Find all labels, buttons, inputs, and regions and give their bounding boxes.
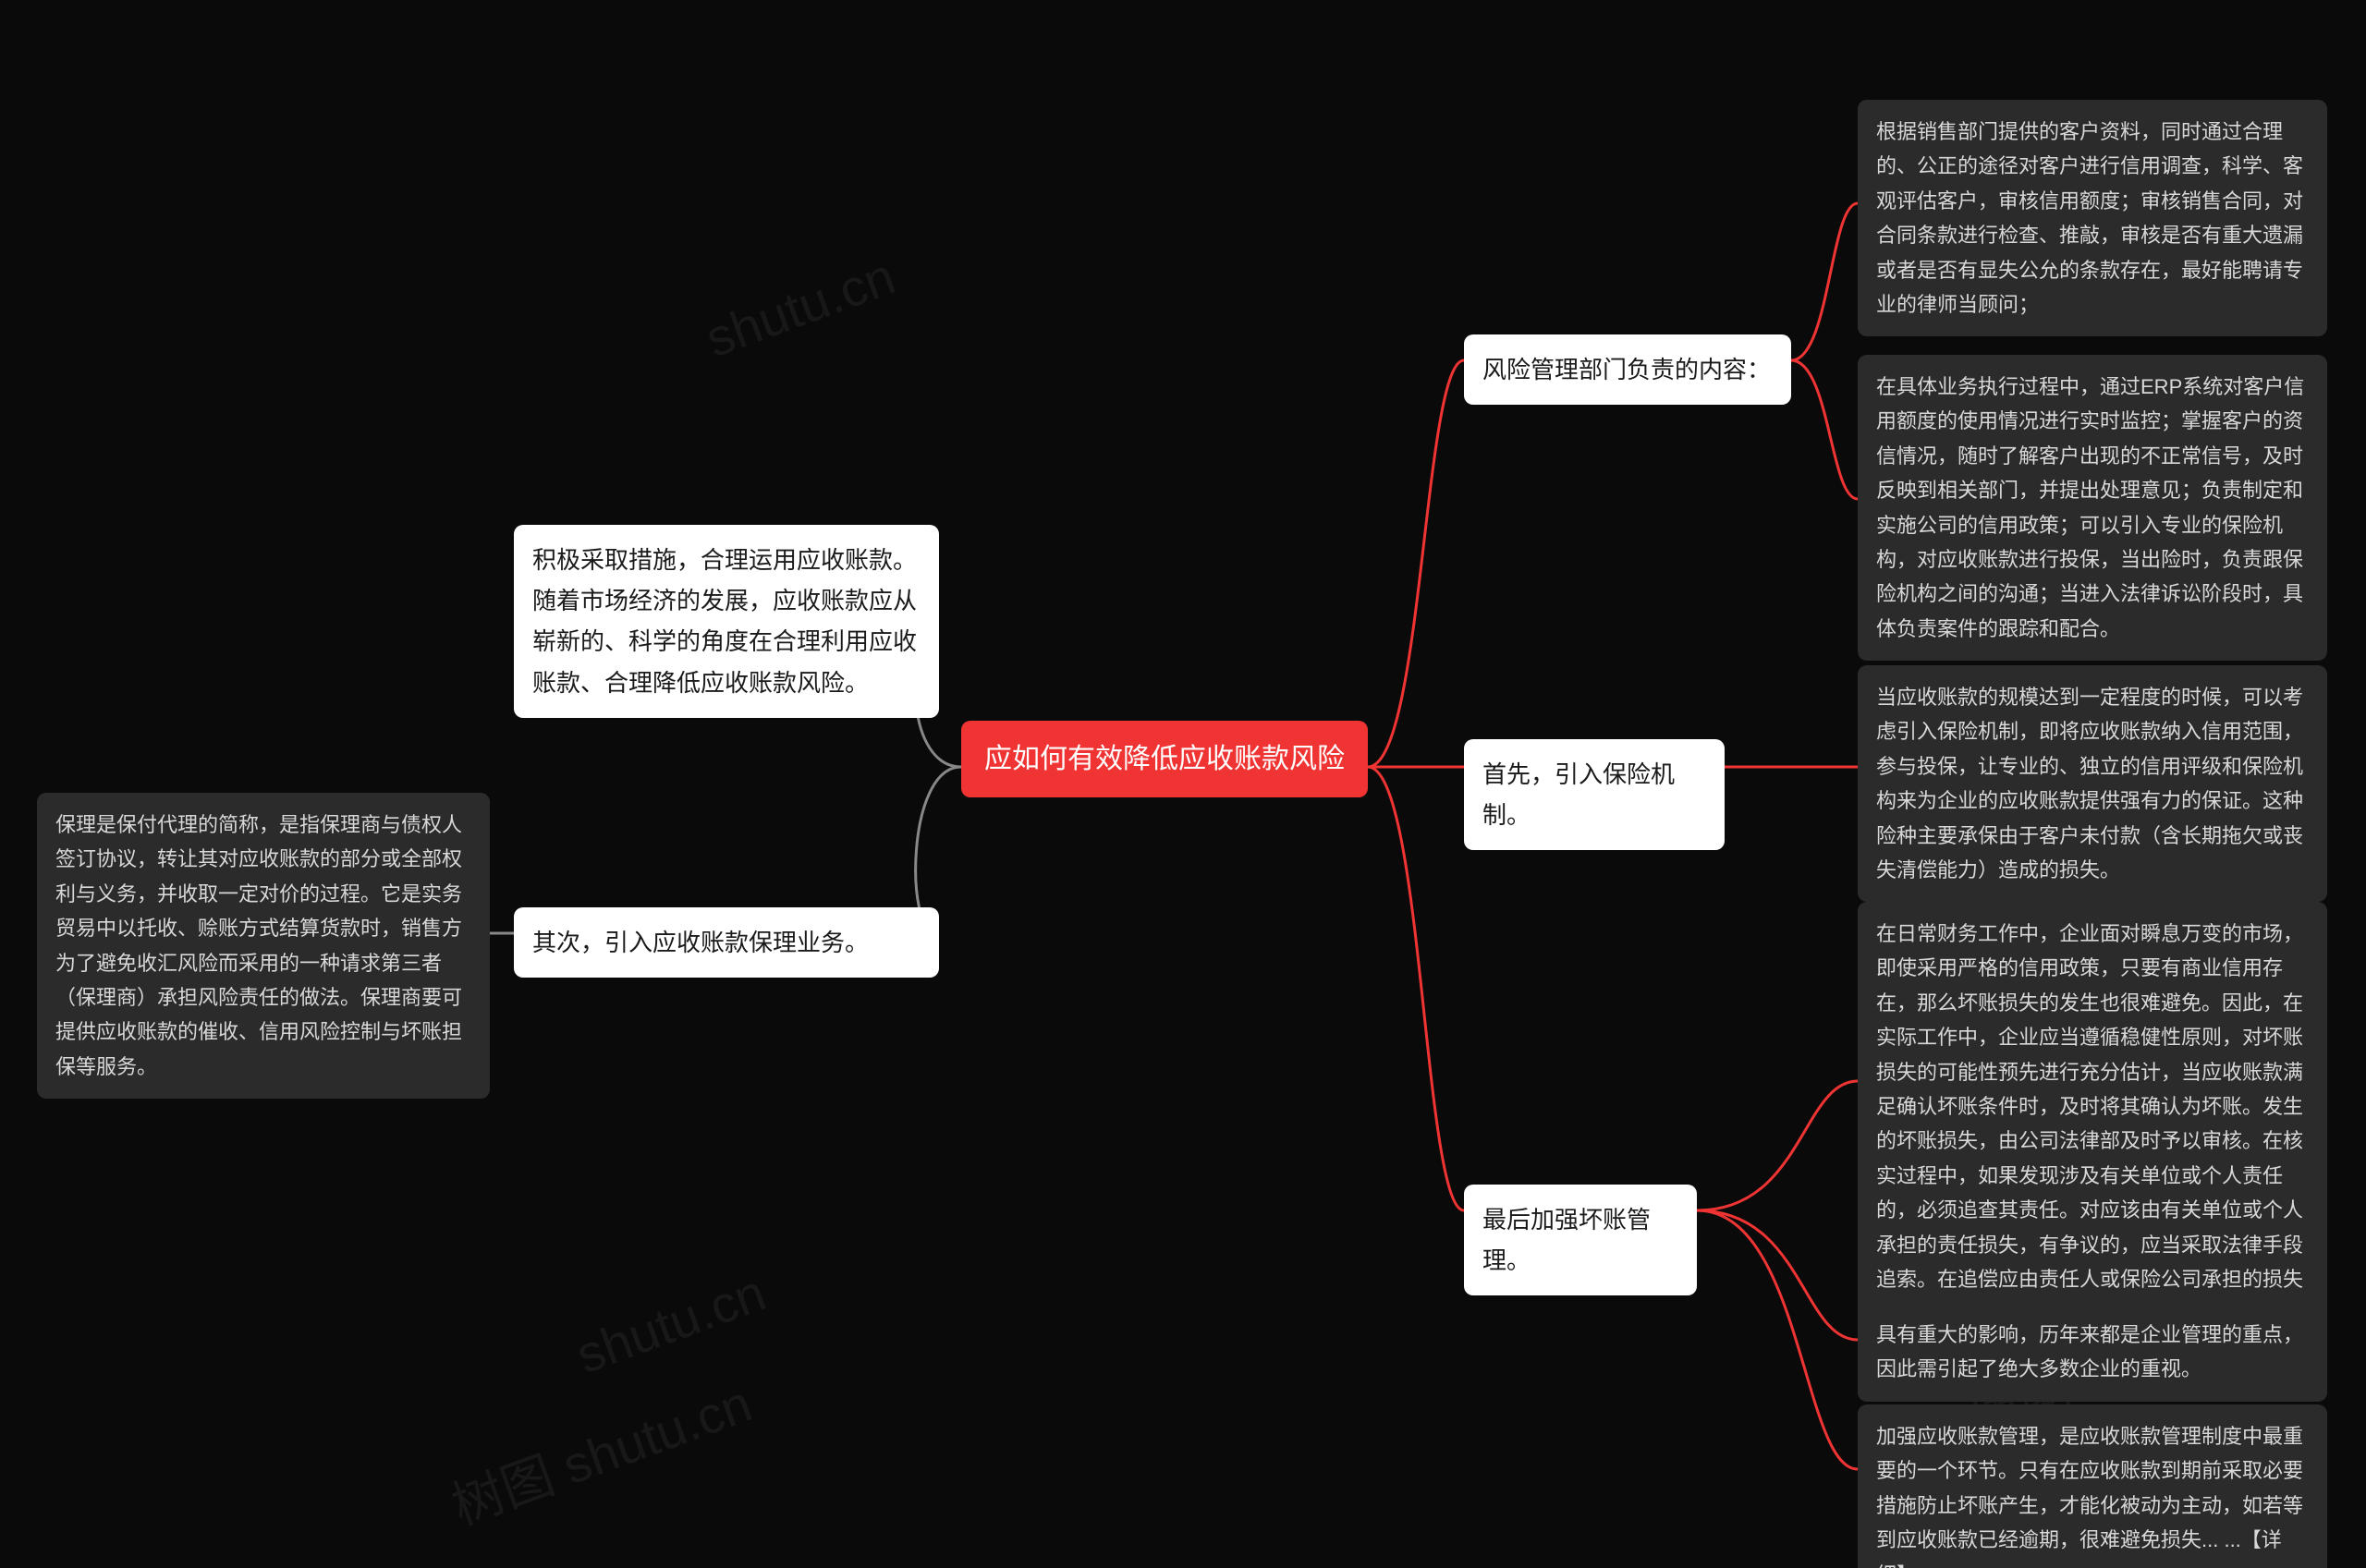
factoring-title-text: 其次，引入应收账款保理业务。	[532, 929, 869, 956]
insurance-desc-node[interactable]: 当应收账款的规模达到一定程度的时候，可以考虑引入保险机制，即将应收账款纳入信用范…	[1858, 665, 2327, 902]
insurance-title-text: 首先，引入保险机制。	[1482, 760, 1675, 829]
left-intro-node[interactable]: 积极采取措施，合理运用应收账款。随着市场经济的发展，应收账款应从崭新的、科学的角…	[514, 525, 939, 718]
baddebt-b-text: 具有重大的影响，历年来都是企业管理的重点，因此需引起了绝大多数企业的重视。	[1876, 1323, 2303, 1380]
insurance-title-node[interactable]: 首先，引入保险机制。	[1464, 739, 1725, 850]
factoring-title-node[interactable]: 其次，引入应收账款保理业务。	[514, 907, 939, 978]
baddebt-c-node[interactable]: 加强应收账款管理，是应收账款管理制度中最重要的一个环节。只有在应收账款到期前采取…	[1858, 1404, 2327, 1568]
factoring-desc-node[interactable]: 保理是保付代理的简称，是指保理商与债权人签订协议，转让其对应收账款的部分或全部权…	[37, 793, 490, 1099]
left-intro-text: 积极采取措施，合理运用应收账款。随着市场经济的发展，应收账款应从崭新的、科学的角…	[532, 546, 917, 697]
baddebt-c-text: 加强应收账款管理，是应收账款管理制度中最重要的一个环节。只有在应收账款到期前采取…	[1876, 1425, 2303, 1568]
risk-dept-b-text: 在具体业务执行过程中，通过ERP系统对客户信用额度的使用情况进行实时监控；掌握客…	[1876, 375, 2304, 640]
risk-dept-title-text: 风险管理部门负责的内容：	[1482, 356, 1771, 383]
baddebt-title-text: 最后加强坏账管理。	[1482, 1206, 1651, 1274]
baddebt-a-node[interactable]: 在日常财务工作中，企业面对瞬息万变的市场，即使采用严格的信用政策，只要有商业信用…	[1858, 902, 2327, 1346]
baddebt-title-node[interactable]: 最后加强坏账管理。	[1464, 1185, 1697, 1295]
risk-dept-a-text: 根据销售部门提供的客户资料，同时通过合理的、公正的途径对客户进行信用调查，科学、…	[1876, 120, 2303, 316]
root-node[interactable]: 应如何有效降低应收账款风险	[961, 721, 1368, 797]
factoring-desc-text: 保理是保付代理的简称，是指保理商与债权人签订协议，转让其对应收账款的部分或全部权…	[55, 813, 462, 1078]
baddebt-a-text: 在日常财务工作中，企业面对瞬息万变的市场，即使采用严格的信用政策，只要有商业信用…	[1876, 922, 2303, 1325]
root-label: 应如何有效降低应收账款风险	[984, 744, 1345, 774]
baddebt-b-node[interactable]: 具有重大的影响，历年来都是企业管理的重点，因此需引起了绝大多数企业的重视。	[1858, 1303, 2327, 1402]
insurance-desc-text: 当应收账款的规模达到一定程度的时候，可以考虑引入保险机制，即将应收账款纳入信用范…	[1876, 686, 2303, 881]
risk-dept-title-node[interactable]: 风险管理部门负责的内容：	[1464, 334, 1791, 405]
watermark: shutu.cn	[698, 246, 902, 369]
risk-dept-a-node[interactable]: 根据销售部门提供的客户资料，同时通过合理的、公正的途径对客户进行信用调查，科学、…	[1858, 100, 2327, 336]
watermark: 树图 shutu.cn	[440, 1362, 761, 1539]
watermark: shutu.cn	[568, 1262, 773, 1385]
risk-dept-b-node[interactable]: 在具体业务执行过程中，通过ERP系统对客户信用额度的使用情况进行实时监控；掌握客…	[1858, 355, 2327, 661]
